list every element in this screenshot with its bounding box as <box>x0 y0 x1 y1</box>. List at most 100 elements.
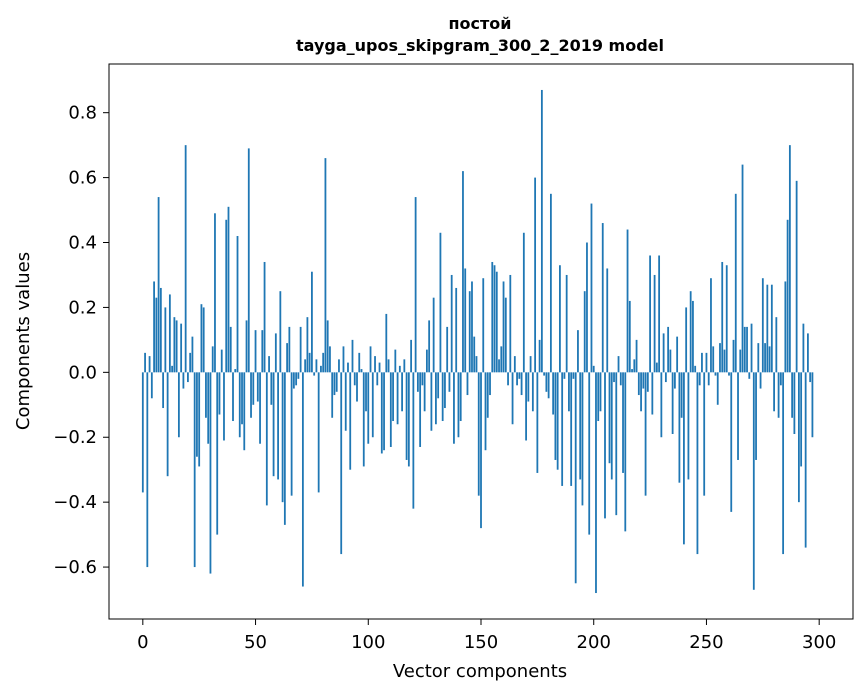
y-tick-label: −0.2 <box>53 427 97 448</box>
bar-209 <box>613 372 615 383</box>
bar-231 <box>662 333 665 373</box>
bar-208 <box>610 372 613 480</box>
x-tick-label: 100 <box>351 632 385 653</box>
bar-269 <box>748 372 751 379</box>
bar-203 <box>599 372 602 412</box>
bar-87 <box>338 359 340 373</box>
bar-161 <box>504 297 507 373</box>
bar-8 <box>159 287 162 373</box>
bar-174 <box>534 177 537 373</box>
bar-83 <box>329 346 331 373</box>
bar-179 <box>545 372 548 392</box>
bar-60 <box>277 372 279 480</box>
bar-3 <box>148 356 151 373</box>
bar-220 <box>637 372 640 396</box>
bar-99 <box>365 372 367 412</box>
bar-73 <box>306 317 309 373</box>
bar-261 <box>730 372 733 512</box>
bar-136 <box>448 372 451 392</box>
bar-159 <box>500 346 503 373</box>
bar-21 <box>189 352 192 373</box>
bar-42 <box>236 236 239 373</box>
bar-110 <box>389 372 392 447</box>
bar-214 <box>624 372 627 532</box>
bar-167 <box>518 372 521 379</box>
bar-272 <box>755 372 757 460</box>
bar-120 <box>412 372 415 509</box>
bar-222 <box>642 372 645 389</box>
bar-182 <box>552 372 555 415</box>
bar-230 <box>660 372 663 438</box>
bar-224 <box>646 372 649 392</box>
bar-105 <box>378 362 381 373</box>
bar-40 <box>232 372 234 422</box>
bar-178 <box>543 372 546 376</box>
bar-205 <box>604 372 606 519</box>
bar-266 <box>741 164 744 373</box>
bar-163 <box>509 274 512 373</box>
bar-183 <box>554 372 557 460</box>
bar-140 <box>457 372 460 438</box>
chart-subtitle: tayga_upos_skipgram_300_2_2019 model <box>296 36 664 55</box>
bar-148 <box>475 356 478 373</box>
bar-157 <box>495 271 498 373</box>
bar-95 <box>356 372 358 402</box>
y-tick-label: −0.6 <box>53 557 97 578</box>
bar-57 <box>270 372 273 405</box>
bar-277 <box>766 284 769 373</box>
bar-65 <box>288 326 291 373</box>
y-tick-label: 0.6 <box>68 168 97 189</box>
y-axis-ticks: −0.6 −0.4 −0.2 0.0 0.2 0.4 0.6 0.8 <box>53 103 109 578</box>
bar-155 <box>491 261 494 373</box>
bar-37 <box>225 219 228 373</box>
bar-79 <box>320 365 322 373</box>
bar-68 <box>295 372 298 386</box>
bar-32 <box>214 213 216 373</box>
bar-6 <box>155 297 158 373</box>
bar-187 <box>563 372 566 379</box>
bar-15 <box>175 320 178 373</box>
bar-124 <box>421 372 424 386</box>
bar-158 <box>498 359 500 373</box>
bar-123 <box>419 372 422 447</box>
bar-177 <box>540 89 543 373</box>
bar-263 <box>734 193 737 373</box>
x-tick-label: 300 <box>802 632 836 653</box>
bar-27 <box>202 307 205 373</box>
bar-173 <box>531 372 534 412</box>
bar-74 <box>308 352 311 373</box>
bar-150 <box>480 372 482 529</box>
bar-0 <box>141 372 144 493</box>
bar-70 <box>299 326 302 373</box>
bar-245 <box>694 365 697 373</box>
bar-7 <box>157 197 160 373</box>
bar-279 <box>770 284 773 373</box>
bar-61 <box>279 291 282 373</box>
bar-104 <box>376 372 379 386</box>
bar-107 <box>383 372 385 451</box>
bar-244 <box>692 300 694 373</box>
bar-240 <box>683 372 685 545</box>
bar-117 <box>405 372 408 460</box>
bar-267 <box>743 326 746 373</box>
bar-25 <box>198 372 201 467</box>
bar-58 <box>272 372 275 477</box>
bar-144 <box>466 372 469 396</box>
bar-235 <box>671 372 674 434</box>
bar-256 <box>719 343 721 373</box>
bar-290 <box>795 180 798 373</box>
bar-172 <box>529 356 532 373</box>
bar-49 <box>252 372 255 405</box>
bar-55 <box>265 372 268 506</box>
bar-85 <box>333 372 336 396</box>
bar-268 <box>746 326 748 373</box>
bar-264 <box>737 372 739 460</box>
bar-250 <box>705 352 708 373</box>
bar-47 <box>247 148 250 373</box>
bar-154 <box>489 372 491 396</box>
bar-270 <box>750 323 753 373</box>
bar-292 <box>800 372 803 467</box>
bar-127 <box>428 320 431 373</box>
bar-108 <box>385 313 388 373</box>
bar-243 <box>689 291 692 373</box>
